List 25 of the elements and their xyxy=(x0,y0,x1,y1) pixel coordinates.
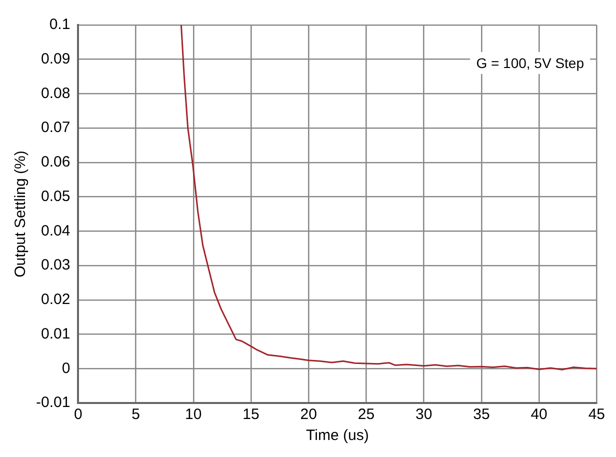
x-tick-label: 40 xyxy=(530,406,548,424)
x-tick-label: 30 xyxy=(415,406,432,424)
x-tick-label: 0 xyxy=(74,406,82,424)
y-tick-label: 0.1 xyxy=(49,16,70,34)
y-tick-label: 0.01 xyxy=(40,325,70,342)
y-tick-label: 0.09 xyxy=(40,50,70,68)
y-axis-title: Output Settling (%) xyxy=(12,150,30,278)
y-tick-label: 0.05 xyxy=(40,188,70,205)
annotation: G = 100, 5V Step xyxy=(476,55,584,71)
y-tick-label: 0.07 xyxy=(40,119,70,136)
x-tick-label: 5 xyxy=(132,406,140,424)
y-tick-label: 0.08 xyxy=(40,84,70,102)
x-tick-label: 10 xyxy=(185,406,202,424)
x-tick-label: 15 xyxy=(242,406,260,424)
y-tick-label: 0.04 xyxy=(40,222,70,240)
y-tick-label: 0 xyxy=(62,360,70,377)
x-tick-label: 20 xyxy=(300,406,317,424)
y-tick-label: -0.01 xyxy=(36,394,70,412)
y-tick-label: 0.02 xyxy=(40,291,70,308)
x-tick-label: 25 xyxy=(358,406,375,424)
x-axis-title: Time (us) xyxy=(306,427,369,444)
y-tick-label: 0.06 xyxy=(40,154,70,171)
y-tick-label: 0.03 xyxy=(40,256,70,274)
x-tick-label: 35 xyxy=(473,406,490,424)
x-tick-label: 45 xyxy=(588,406,605,424)
